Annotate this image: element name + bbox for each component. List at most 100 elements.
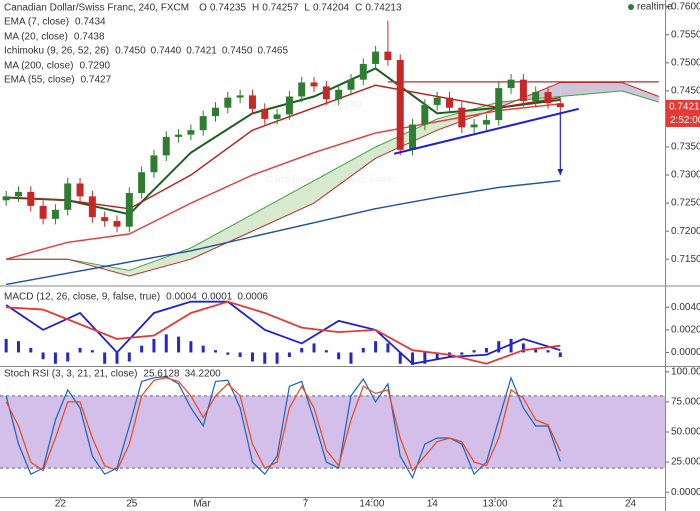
histogram-bar [41,352,45,360]
x-tick-label: 22 [55,499,67,510]
legend-value: 0.7440 [151,46,182,57]
stoch-line [5,376,561,480]
overlay-line [5,103,561,260]
histogram-bar [164,334,168,353]
candle-body [396,60,404,150]
candle-body [236,95,244,98]
candle-body [310,82,318,87]
y-tick-label: 25.0000 [671,457,700,468]
candle-body [519,79,527,101]
legend-value: 0.7290 [79,61,110,72]
candle-body [347,79,355,90]
legend-name: Stoch RSI (3, 3, 21, 21, close) [4,369,137,380]
histogram-bar [337,352,341,360]
candle-body [51,209,59,219]
candle-body [125,192,133,227]
histogram-bar [472,350,476,353]
histogram-bar [300,347,304,353]
candle-body [76,183,84,197]
candle-body [187,130,195,135]
ohlc-value: 0.74213 [365,3,402,14]
candle-body [14,191,22,197]
candle-body [273,114,281,119]
candle-body [409,124,417,150]
legend-value: 0.0006 [237,292,268,303]
histogram-bar [398,352,402,364]
x-tick-label: 25 [126,499,138,510]
candle-body [458,107,466,128]
histogram-bar [16,341,20,353]
macd-line [5,300,561,365]
candle-body [248,95,256,109]
histogram-bar [103,352,107,364]
legend-value: 0.0001 [202,292,233,303]
histogram-bar [53,352,57,364]
histogram-bar [189,341,193,353]
candle-body [101,217,109,222]
legend-name: Ichimoku (9, 26, 52, 26) [4,46,109,57]
histogram-bar [214,350,218,353]
overlay-line [6,67,561,216]
legend-name: EMA (7, close) [4,17,69,28]
candle-body [372,51,380,64]
histogram-bar [484,347,488,353]
histogram-bar [140,345,144,353]
candle-body [199,116,207,131]
legend-value: 34.2200 [185,369,222,380]
overlay-line [6,84,561,210]
histogram-bar [4,338,8,353]
histogram-bar [115,352,119,364]
stoch-plot [0,376,665,480]
x-tick-label: 7 [303,499,309,510]
candle-body [39,205,47,219]
histogram-bar [509,338,513,353]
candle-body [261,108,269,119]
ohlc-value: 0.74204 [313,3,350,14]
x-tick-label: 24 [625,499,637,510]
candle-body [285,96,293,115]
macd-plot [4,300,562,365]
histogram-bar [90,350,94,353]
trendline [393,107,580,155]
histogram-bar [312,343,316,353]
histogram-bar [349,352,353,364]
x-tick-label: 14:00 [359,499,384,510]
legend-value: 0.7438 [74,32,105,43]
legend-value: 0.7427 [81,75,112,86]
candle-body [495,88,503,121]
ohlc-key: C [355,3,362,14]
candle-body [88,196,96,218]
candle-body [433,97,441,105]
candle-body [384,51,392,61]
candle-body [482,120,490,125]
candle-body [544,92,552,104]
candle-body [138,172,146,193]
y-tick-label: 0.0040 [671,302,700,313]
candle-body [27,191,35,206]
histogram-bar [558,352,562,357]
histogram-bar [127,352,131,362]
legend-value: 25.6128 [143,369,180,380]
legend-name: MA (20, close) [4,32,68,43]
macd-line [6,300,561,365]
last-price-box [666,99,700,114]
stoch-line [5,377,561,472]
candle-body [298,82,306,97]
price-plot [2,20,660,285]
ohlc-key: L [304,3,310,14]
candle-body [64,183,72,210]
cloud-segment [314,146,376,204]
cloud-segment [621,82,659,103]
legend-value: 0.0004 [166,292,197,303]
histogram-bar [361,347,365,353]
x-tick-label: 21 [552,499,564,510]
cloud-segment [375,118,438,159]
ohlc-key: O [199,3,207,14]
